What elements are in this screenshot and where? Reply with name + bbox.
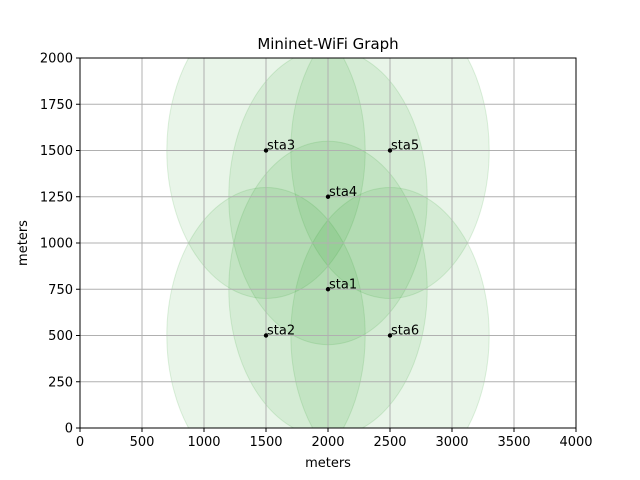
y-axis-ticks: 0 250 500 750 1000 1250 1500 1750 2000 [40,52,80,437]
x-tick-label: 3000 [435,435,468,450]
x-tick-label: 1000 [187,435,220,450]
station-label-sta1: sta1 [329,277,357,292]
station-point-sta3 [263,148,269,153]
x-axis-label: meters [305,456,351,471]
station-point-sta2 [263,333,269,338]
station-point-sta6 [387,333,393,338]
station-point-sta1 [325,287,331,292]
station-label-sta3: sta3 [267,139,295,154]
station-point-sta4 [325,194,331,199]
x-tick-label: 1500 [249,435,282,450]
station-label-sta2: sta2 [267,324,295,339]
station-label-sta6: sta6 [391,324,419,339]
y-tick-label: 1250 [40,190,73,205]
x-tick-label: 500 [130,435,155,450]
y-axis-label: meters [16,220,31,266]
y-tick-label: 2000 [40,52,73,67]
x-tick-label: 3500 [497,435,530,450]
x-tick-label: 0 [76,435,84,450]
station-point-sta5 [387,148,393,153]
y-tick-label: 1500 [40,144,73,159]
x-tick-label: 2000 [311,435,344,450]
y-tick-label: 500 [48,329,73,344]
station-label-sta5: sta5 [391,139,419,154]
y-tick-label: 1750 [40,98,73,113]
station-label-sta4: sta4 [329,185,357,200]
y-tick-label: 250 [48,375,73,390]
y-tick-label: 1000 [40,237,73,252]
station-points: sta1 sta2 sta3 sta4 sta5 sta6 [263,139,419,339]
x-tick-label: 4000 [559,435,592,450]
y-tick-label: 750 [48,283,73,298]
x-axis-ticks: 0 500 1000 1500 2000 2500 3000 3500 4000 [76,428,593,450]
y-tick-label: 0 [65,422,73,437]
chart-title: Mininet-WiFi Graph [257,35,398,53]
x-tick-label: 2500 [373,435,406,450]
